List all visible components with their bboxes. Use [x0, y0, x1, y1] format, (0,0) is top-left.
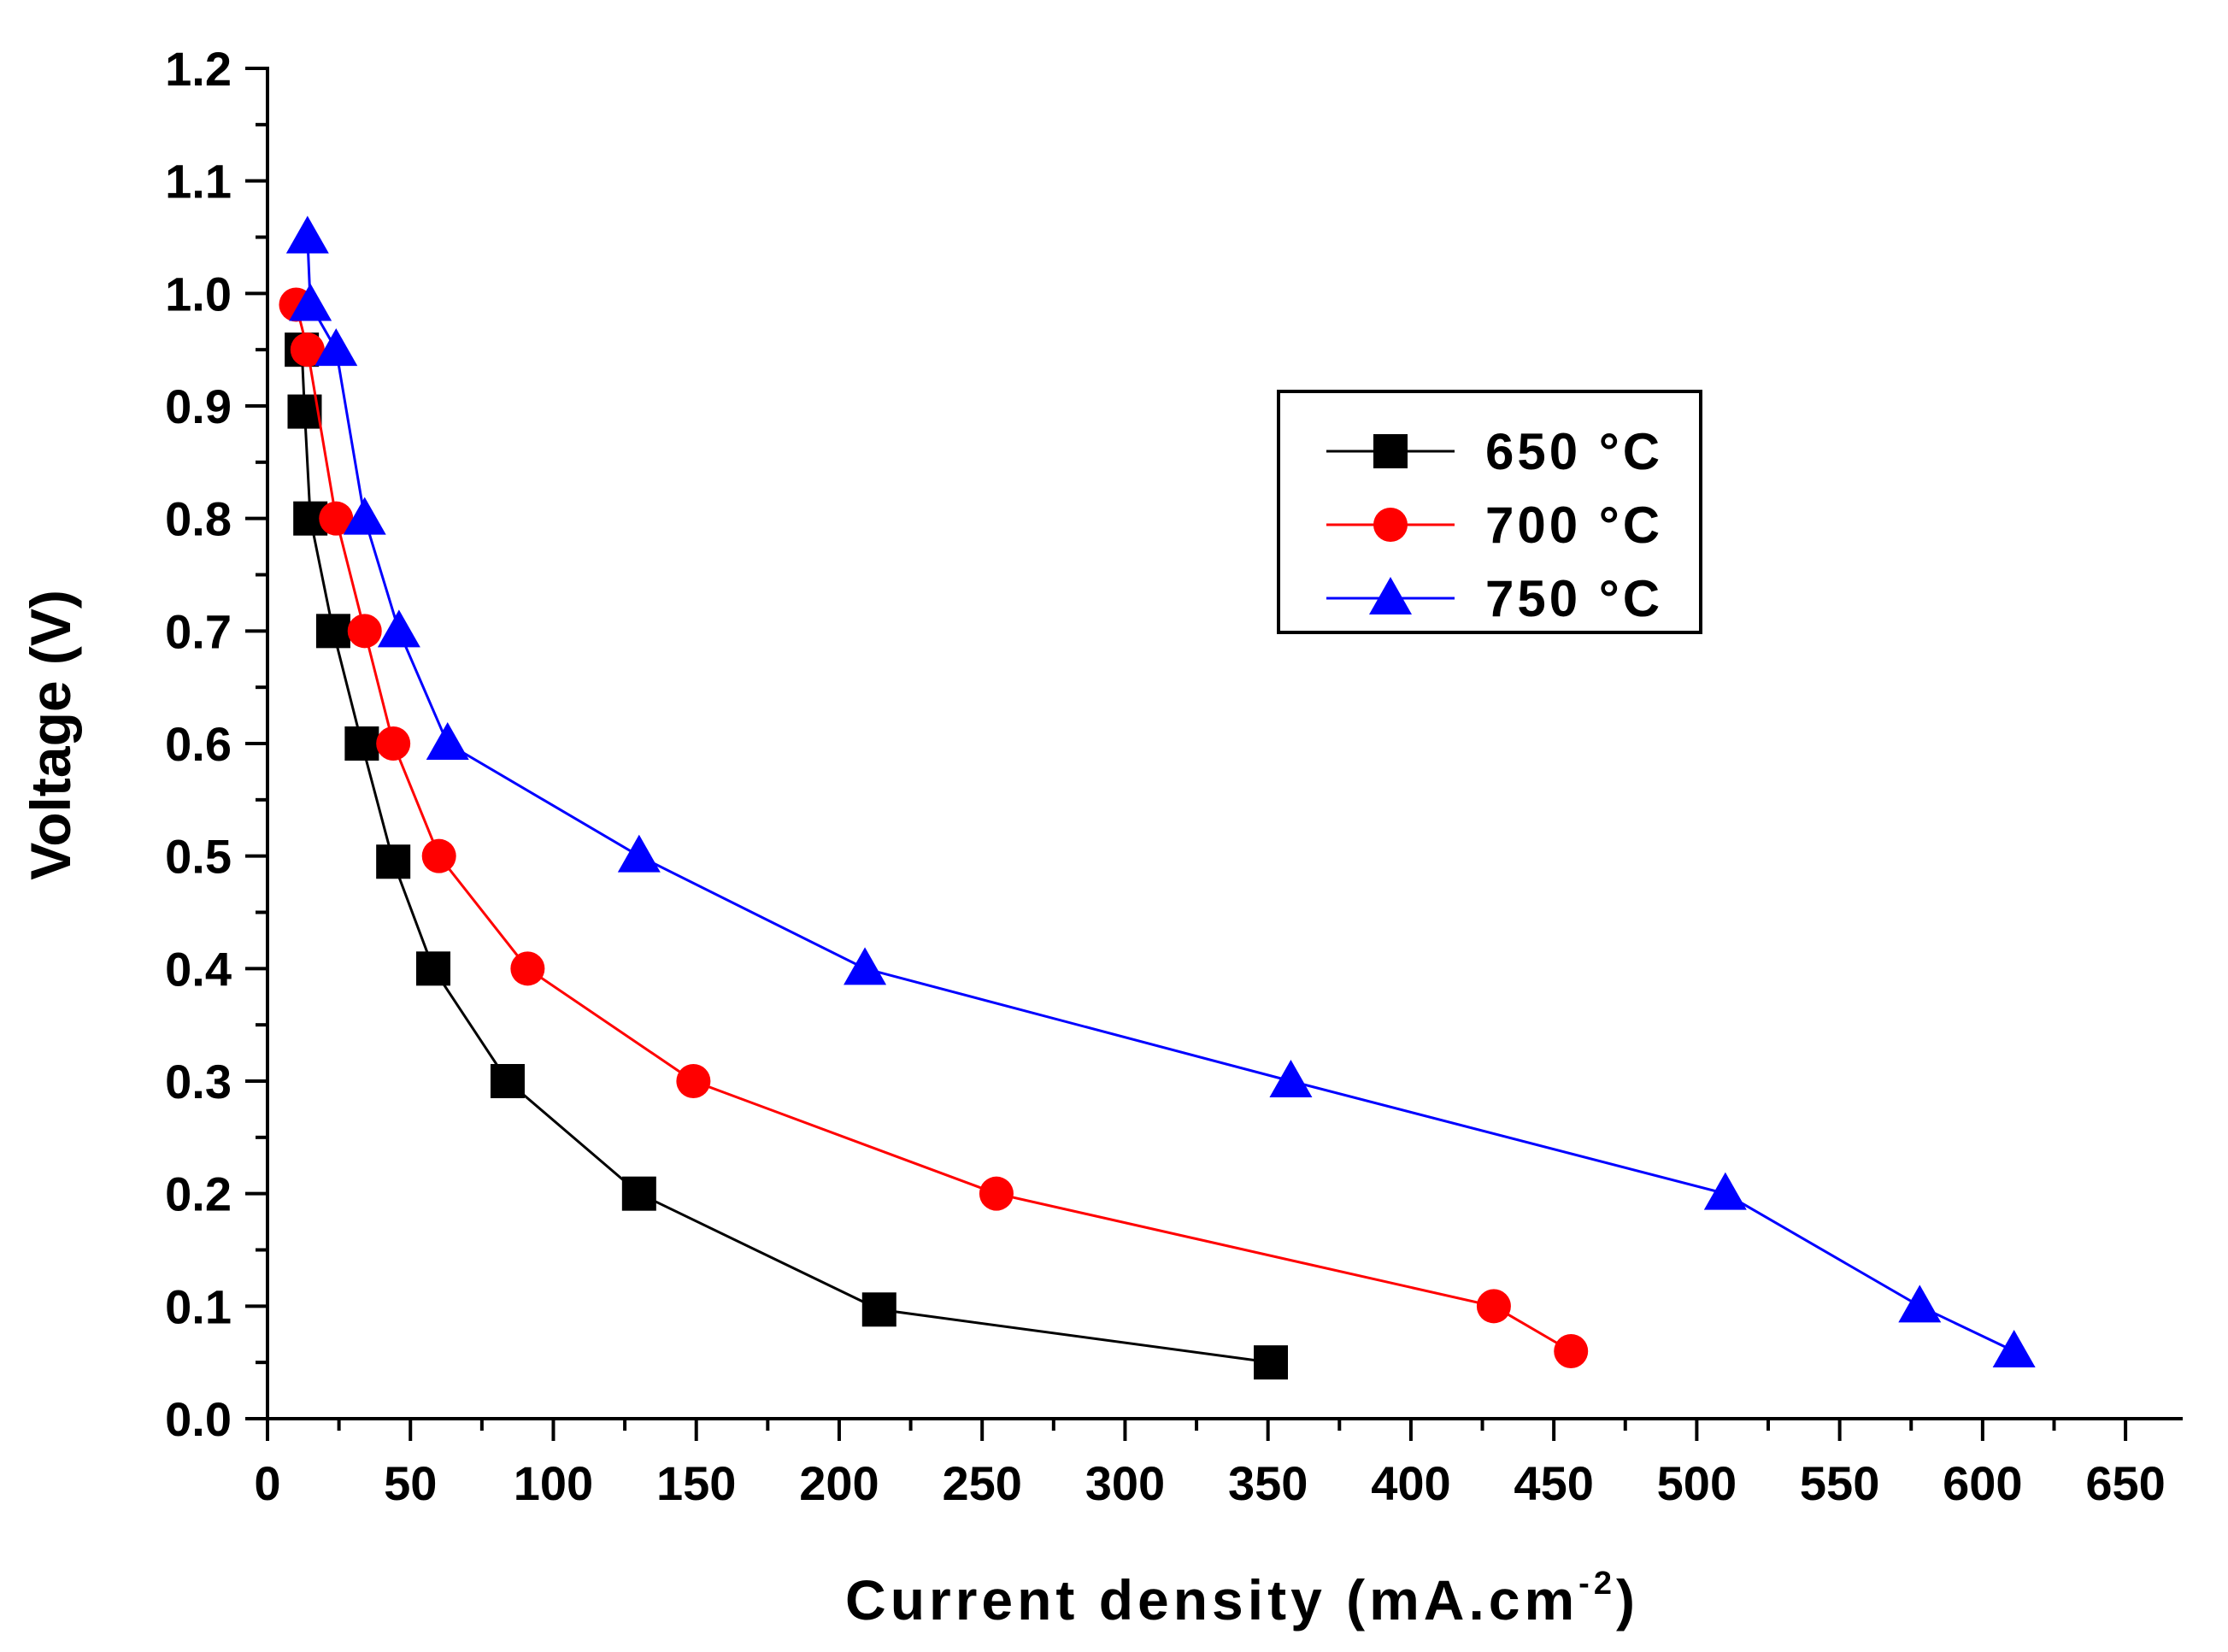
data-point	[426, 722, 469, 760]
x-axis-title: Current density (mA.cm-2)	[845, 1566, 1639, 1631]
y-tick-label: 0.7	[165, 604, 232, 658]
data-point	[343, 497, 386, 535]
data-point	[1992, 1330, 2036, 1367]
x-tick-label: 150	[656, 1456, 736, 1510]
y-tick-label: 1.2	[165, 42, 232, 96]
x-tick-label: 350	[1228, 1456, 1308, 1510]
data-point	[844, 947, 887, 985]
data-point	[1703, 1172, 1747, 1210]
y-tick-label: 0.1	[165, 1279, 232, 1333]
data-point	[315, 614, 350, 649]
series-line	[306, 237, 2015, 1353]
data-point	[621, 1176, 656, 1211]
x-tick-label: 300	[1085, 1456, 1165, 1510]
data-point	[347, 614, 382, 649]
y-tick-label: 0.9	[165, 379, 232, 433]
x-axis-title-text: Current density (mA.cm	[845, 1568, 1578, 1631]
data-point	[676, 1064, 711, 1098]
y-axis-title: Voltage (V)	[19, 590, 82, 880]
x-tick-label: 500	[1657, 1456, 1737, 1510]
x-tick-label: 100	[514, 1456, 593, 1510]
x-tick-label: 450	[1514, 1456, 1593, 1510]
x-axis-title-suffix: )	[1616, 1568, 1639, 1631]
legend-label: 650 °C	[1485, 423, 1663, 480]
data-point	[1476, 1289, 1511, 1324]
y-ticks: 0.0 0.1 0.2 0.3 0.4 0.5 0.6 0.7 0.8 0.9 1.0 1.1 1.2	[165, 42, 267, 1446]
x-tick-label: 400	[1371, 1456, 1450, 1510]
data-point	[1269, 1060, 1313, 1097]
data-point	[979, 1176, 1014, 1211]
data-point	[376, 844, 411, 879]
data-point	[421, 838, 456, 873]
data-point	[344, 726, 379, 761]
x-tick-label: 200	[799, 1456, 879, 1510]
x-tick-label: 550	[1800, 1456, 1879, 1510]
data-point	[1554, 1334, 1589, 1368]
data-point	[1254, 1345, 1289, 1380]
data-point	[290, 332, 325, 367]
x-tick-label: 0	[254, 1456, 280, 1510]
y-tick-label: 0.8	[165, 492, 232, 546]
data-point	[861, 1292, 896, 1327]
x-axis-title-superscript: -2	[1578, 1566, 1616, 1602]
data-point	[315, 328, 358, 367]
y-tick-label: 0.4	[165, 942, 232, 996]
series-2	[285, 215, 2036, 1367]
data-point	[490, 1064, 525, 1098]
x-tick-label: 50	[384, 1456, 437, 1510]
legend-item: 650 °C	[1326, 423, 1663, 480]
y-tick-label: 0.0	[165, 1392, 232, 1446]
data-point	[319, 501, 354, 536]
y-tick-label: 0.6	[165, 717, 232, 771]
legend-item: 750 °C	[1326, 570, 1663, 627]
data-point	[376, 726, 411, 761]
y-tick-label: 0.5	[165, 830, 232, 884]
plot-series	[279, 215, 2036, 1380]
data-point	[377, 609, 420, 648]
data-point	[285, 215, 329, 254]
legend-marker	[1373, 508, 1408, 542]
x-tick-label: 600	[1943, 1456, 2022, 1510]
y-tick-label: 0.2	[165, 1167, 232, 1221]
legend-marker	[1369, 577, 1412, 614]
x-tick-label: 650	[2085, 1456, 2165, 1510]
data-point	[289, 283, 332, 321]
y-tick-label: 0.3	[165, 1055, 232, 1108]
data-point	[1898, 1285, 1942, 1323]
y-tick-label: 1.0	[165, 267, 232, 320]
legend-label: 700 °C	[1485, 497, 1663, 554]
legend-box	[1277, 390, 1702, 634]
series-1	[279, 287, 1589, 1368]
legend-marker	[1373, 434, 1408, 468]
legend-label: 750 °C	[1485, 570, 1663, 627]
data-point	[510, 951, 545, 986]
y-tick-label: 1.1	[165, 155, 232, 209]
x-tick-label: 250	[942, 1456, 1021, 1510]
legend-item: 700 °C	[1326, 497, 1663, 554]
axes: 0.00.10.20.30.40.50.60.70.80.91.01.11.2 …	[165, 42, 2183, 1510]
x-ticks: 0 50 100 150 200 250 300 350 400 450 500 550 600 650	[254, 1419, 2166, 1510]
data-point	[617, 834, 661, 873]
data-point	[415, 951, 450, 986]
legend: 650 °C 700 °C 750 °C	[1277, 390, 1702, 634]
